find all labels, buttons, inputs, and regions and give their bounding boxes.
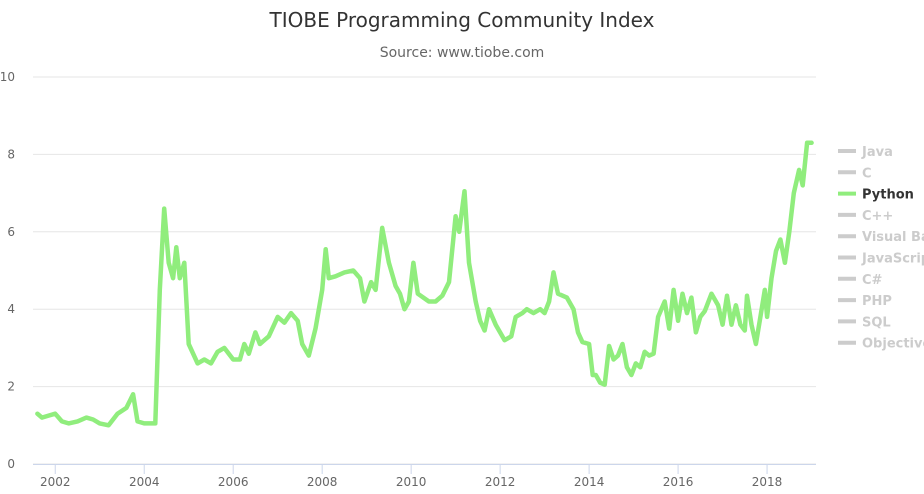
- y-axis: 0 2 4 6 8 10: [0, 70, 15, 471]
- legend-label: C: [862, 166, 872, 181]
- legend-label: Python: [862, 188, 914, 203]
- legend-item-javascript[interactable]: JavaScript: [838, 252, 924, 267]
- x-tick-label: 2018: [752, 475, 783, 489]
- legend-label: PHP: [862, 294, 892, 309]
- chart-subtitle: Source: www.tiobe.com: [380, 45, 545, 61]
- x-tick-label: 2004: [129, 475, 160, 489]
- legend-item-c-[interactable]: C++: [838, 209, 893, 224]
- legend-item-c[interactable]: C: [838, 166, 872, 181]
- x-tick-label: 2010: [396, 475, 427, 489]
- x-tick-label: 2012: [485, 475, 516, 489]
- legend-item-python[interactable]: Python: [838, 188, 914, 203]
- y-tick-label: 10: [0, 70, 15, 84]
- legend-item-c-[interactable]: C#: [838, 273, 883, 288]
- legend-item-php[interactable]: PHP: [838, 294, 892, 309]
- grid: [33, 76, 816, 465]
- y-tick-label: 2: [7, 380, 15, 394]
- legend-label: Java: [861, 145, 893, 160]
- y-tick-label: 8: [7, 147, 15, 161]
- x-tick-label: 2014: [574, 475, 605, 489]
- series-line-python[interactable]: [35, 140, 814, 428]
- legend-label: Objective: [862, 337, 924, 352]
- y-tick-label: 0: [7, 457, 15, 471]
- chart-title: TIOBE Programming Community Index: [269, 8, 655, 32]
- legend-label: C++: [862, 209, 893, 224]
- legend-label: JavaScript: [861, 252, 924, 267]
- legend-item-sql[interactable]: SQL: [838, 315, 891, 330]
- legend-item-visual-ba[interactable]: Visual Ba: [838, 230, 924, 245]
- x-tick-label: 2008: [307, 475, 338, 489]
- legend-item-objective[interactable]: Objective: [838, 337, 924, 352]
- y-tick-label: 6: [7, 225, 15, 239]
- series-layer: [35, 140, 814, 428]
- x-tick-label: 2006: [218, 475, 249, 489]
- legend-label: Visual Ba: [862, 230, 924, 245]
- x-tick-label: 2002: [40, 475, 71, 489]
- legend-label: C#: [862, 273, 883, 288]
- x-tick-label: 2016: [663, 475, 694, 489]
- y-tick-label: 4: [7, 302, 15, 316]
- legend-item-java[interactable]: Java: [838, 145, 893, 160]
- legend[interactable]: Java C Python C++ Visual Ba JavaScript C# PHP SQ…: [838, 145, 924, 352]
- x-axis: 2002 2004 2006 2008 2010 2012 2014 2016 2018: [33, 464, 816, 489]
- legend-label: SQL: [862, 315, 891, 330]
